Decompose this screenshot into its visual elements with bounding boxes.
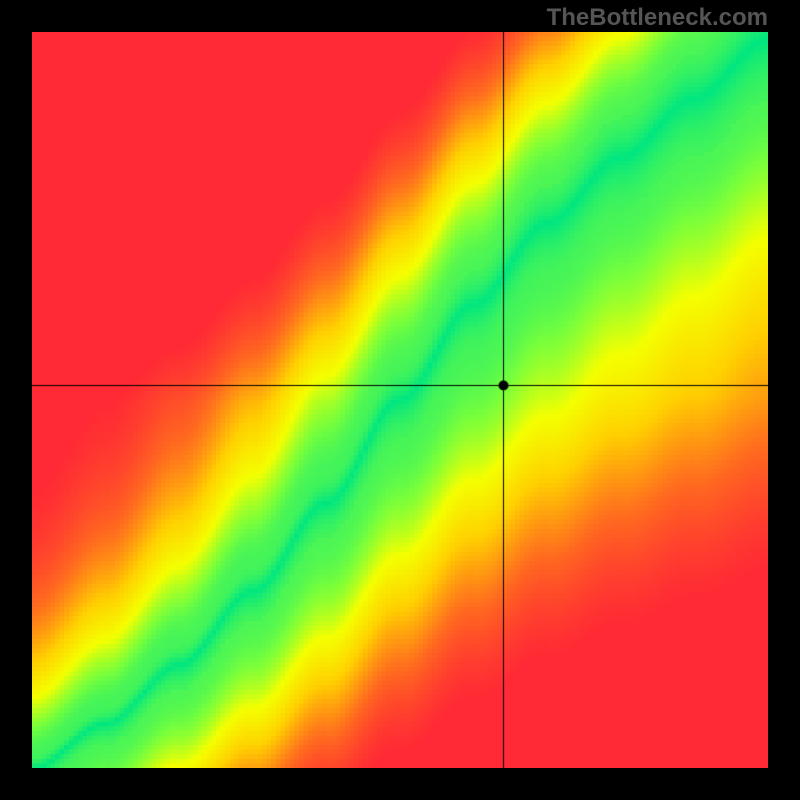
chart-stage: TheBottleneck.com	[0, 0, 800, 800]
watermark-text: TheBottleneck.com	[547, 4, 768, 32]
crosshair-overlay	[32, 32, 768, 768]
